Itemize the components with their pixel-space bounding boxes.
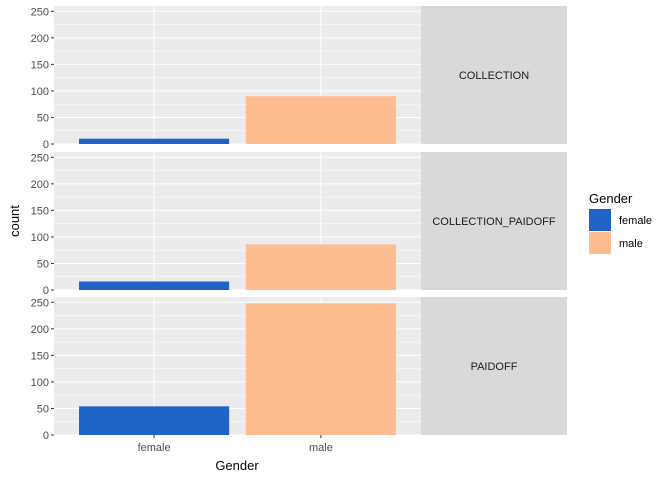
- y-axis-title: count: [7, 205, 22, 237]
- facet-strip: [421, 297, 567, 435]
- x-tick-label: male: [309, 442, 333, 454]
- bar-female: [79, 406, 230, 435]
- legend-key-female: [589, 209, 611, 231]
- y-tick-label: 100: [31, 232, 49, 244]
- facet-strip: [421, 6, 567, 144]
- y-tick-label: 150: [31, 205, 49, 217]
- y-tick-label: 0: [43, 285, 49, 297]
- y-tick-label: 250: [31, 297, 49, 309]
- y-tick-label: 50: [37, 258, 49, 270]
- x-tick-label: female: [138, 442, 171, 454]
- y-tick-label: 150: [31, 59, 49, 71]
- y-tick-label: 50: [37, 112, 49, 124]
- legend-label-female: female: [619, 215, 652, 227]
- y-tick-label: 100: [31, 86, 49, 98]
- bar-female: [79, 281, 230, 290]
- legend-key-male: [589, 232, 611, 254]
- y-tick-label: 0: [43, 430, 49, 442]
- y-tick-label: 250: [31, 6, 49, 18]
- legend: Gender female male: [589, 191, 652, 254]
- bar-male: [245, 303, 396, 435]
- x-axis-title: Gender: [215, 458, 259, 473]
- y-tick-label: 150: [31, 350, 49, 362]
- bar-female: [79, 138, 230, 144]
- bar-male: [245, 244, 396, 290]
- y-tick-label: 200: [31, 179, 49, 191]
- y-tick-label: 50: [37, 403, 49, 415]
- y-tick-label: 100: [31, 377, 49, 389]
- facet-panel-paidoff: 0 50 100 150 200 250 PAIDOFF: [31, 297, 567, 442]
- facet-strip-label: COLLECTION: [459, 70, 529, 82]
- facet-panels: 0 50 100 150 200 250 COLLECTION 0 50 100 150 200 250…: [31, 6, 567, 442]
- facet-strip-label: COLLECTION_PAIDOFF: [432, 216, 556, 228]
- facet-strip-label: PAIDOFF: [471, 361, 518, 373]
- y-tick-label: 0: [43, 139, 49, 151]
- bar-male: [245, 96, 396, 144]
- legend-label-male: male: [619, 238, 643, 250]
- facet-strip: [421, 152, 567, 290]
- y-tick-label: 200: [31, 324, 49, 336]
- facet-panel-collection-paidoff: 0 50 100 150 200 250 COLLECTION_PAIDOFF: [31, 152, 567, 297]
- facet-panel-collection: 0 50 100 150 200 250 COLLECTION: [31, 6, 567, 151]
- y-tick-label: 200: [31, 33, 49, 45]
- y-tick-label: 250: [31, 152, 49, 164]
- legend-title: Gender: [589, 191, 633, 206]
